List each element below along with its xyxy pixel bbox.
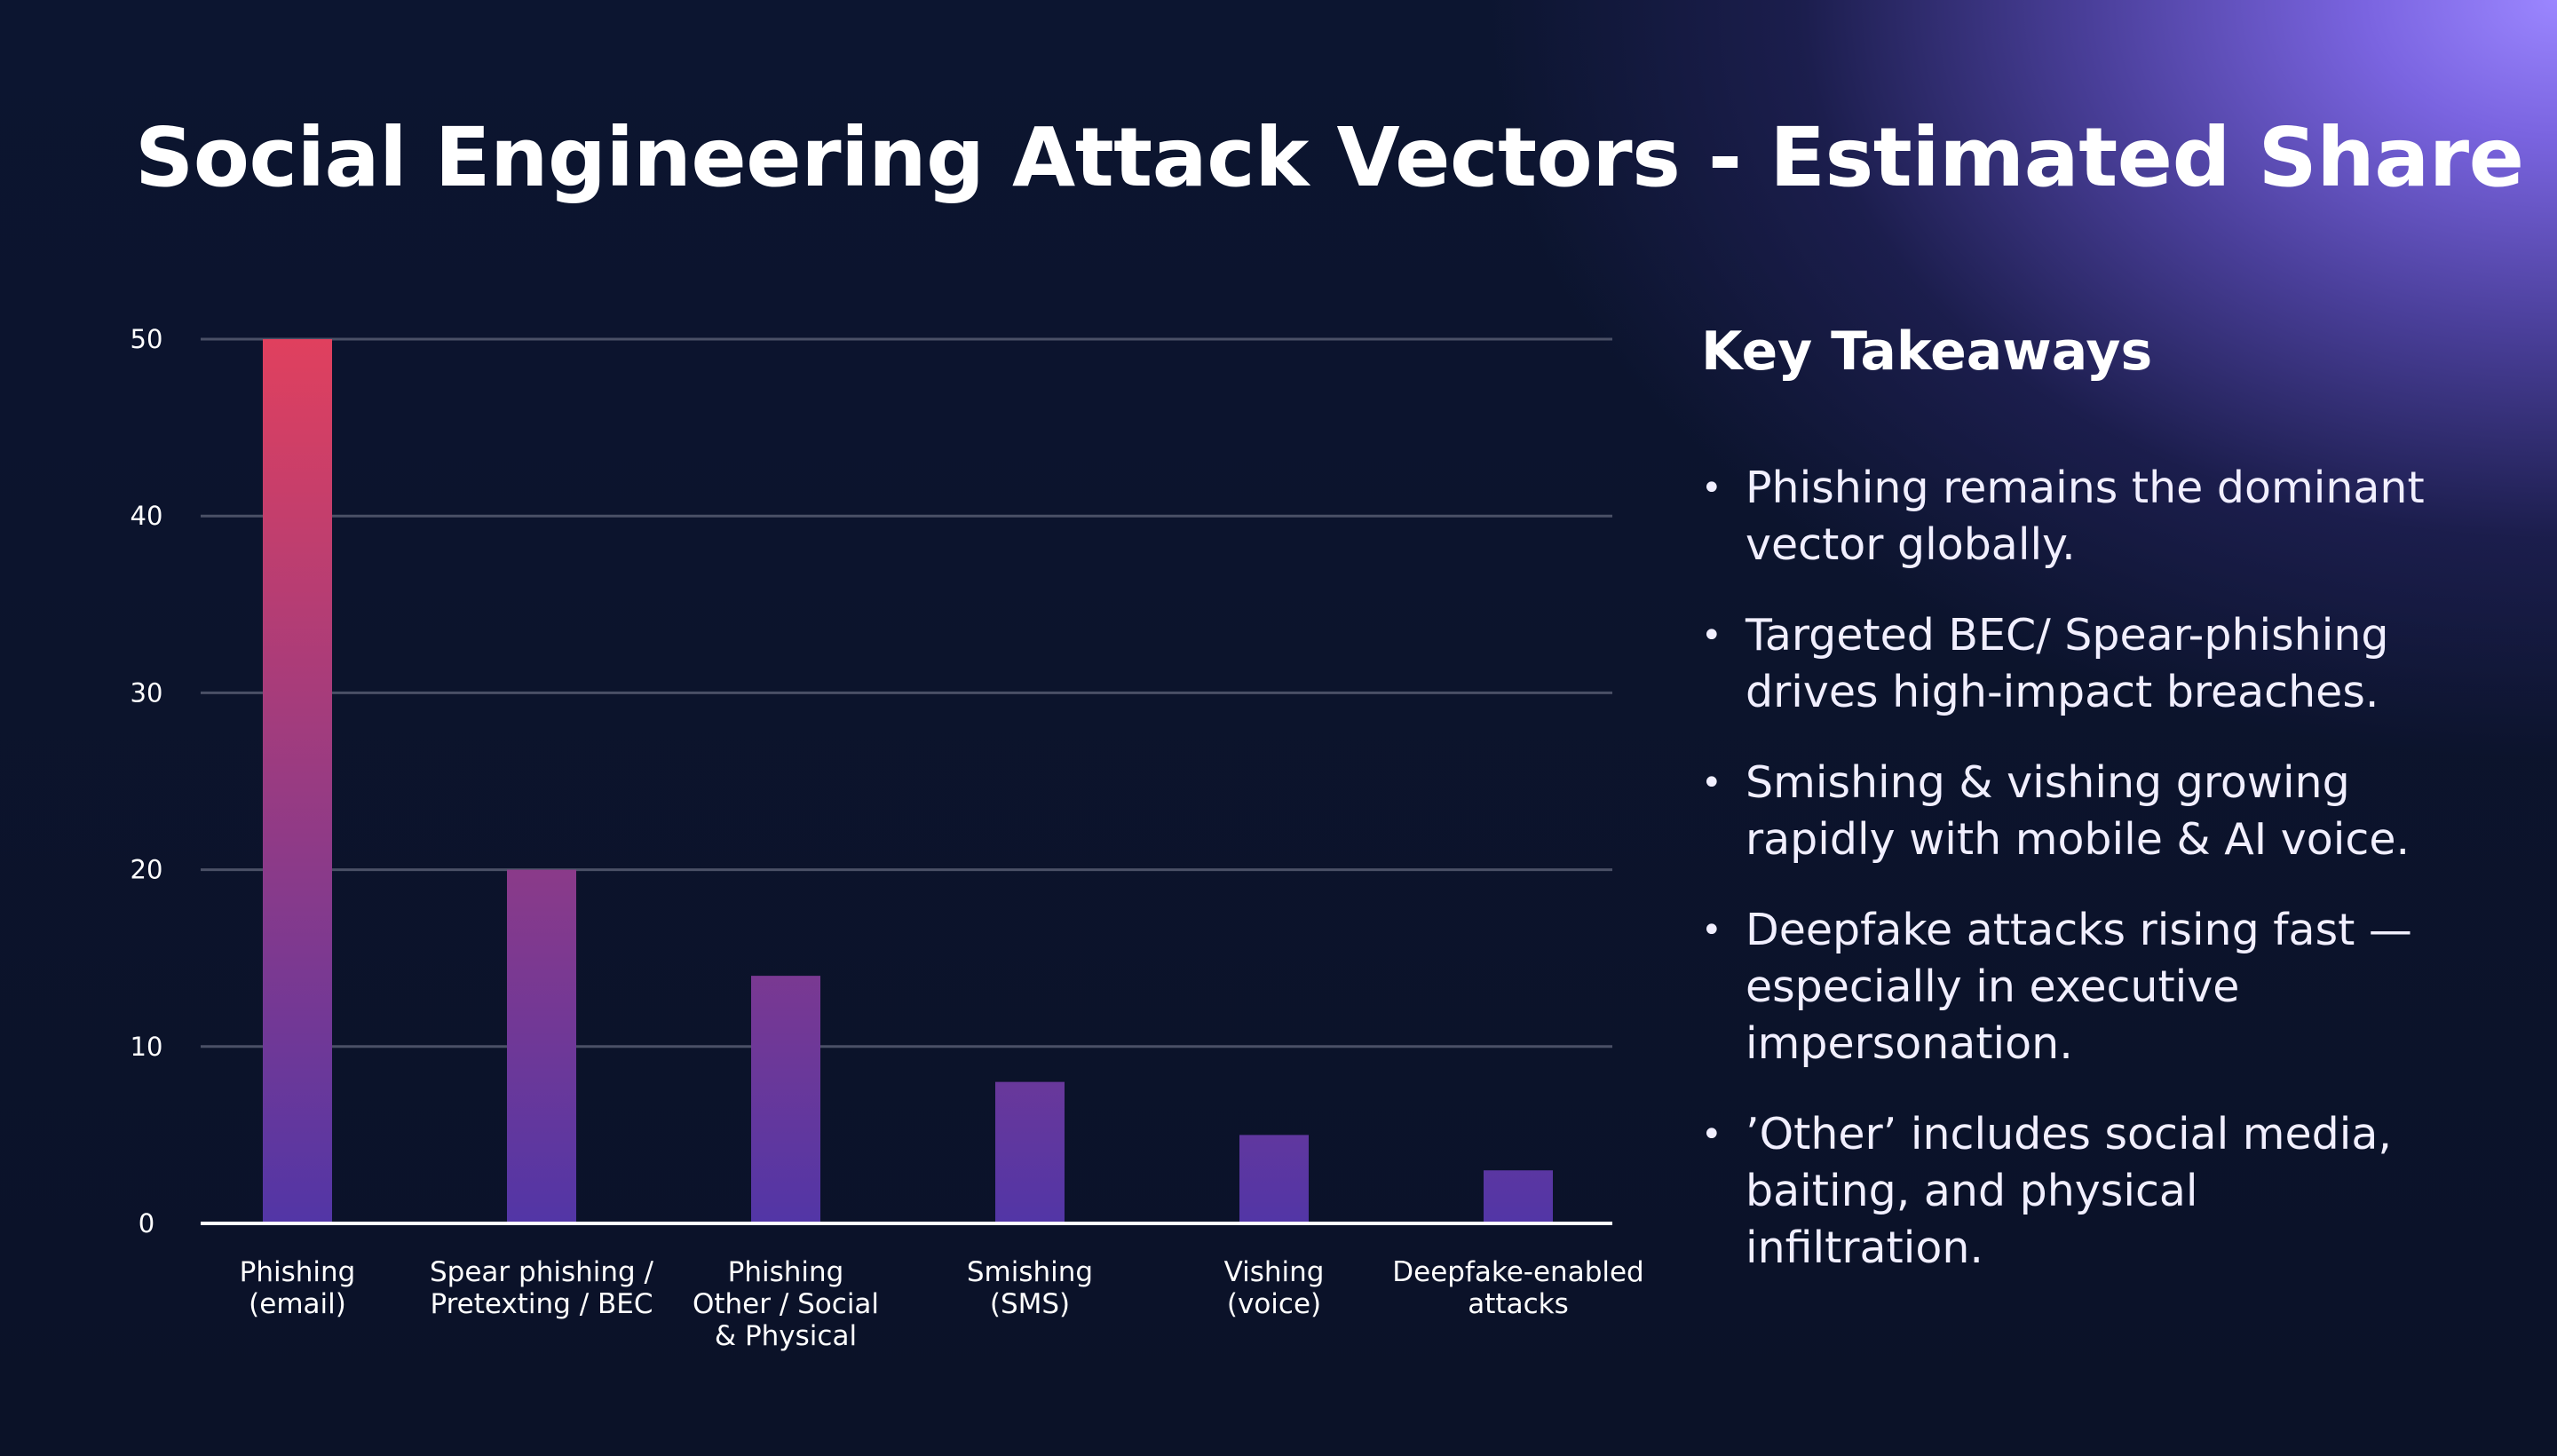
takeaway-item: • Smishing & vishing growing rapidly with… (1701, 755, 2447, 868)
takeaway-item: • Targeted BEC/ Spear-phishing drives hig… (1701, 607, 2447, 721)
x-tick-label: Deepfake-enabled attacks (1392, 1256, 1643, 1320)
x-tick-label-line: Pretexting / BEC (430, 1288, 653, 1320)
bar (263, 339, 332, 1223)
x-tick-label: Phishing Other / Social & Physical (693, 1256, 879, 1352)
bullet-icon: • (1701, 763, 1722, 803)
takeaway-item: • ’Other’ includes social media, baiting,… (1701, 1106, 2447, 1277)
bar (1239, 1135, 1309, 1223)
x-tick-label-line: Phishing (728, 1256, 844, 1288)
takeaway-item: • Phishing remains the dominant vector gl… (1701, 460, 2447, 574)
x-tick-label-line: Vishing (1224, 1256, 1325, 1288)
takeaway-text: Phishing remains the dominant vector glo… (1746, 463, 2425, 570)
x-tick-label-line: Spear phishing / (430, 1256, 654, 1288)
x-tick-label-line: (email) (249, 1288, 346, 1320)
bar (995, 1081, 1065, 1223)
x-axis-labels: Phishing (email)Spear phishing / Pretextin… (240, 1256, 1644, 1352)
bullet-icon: • (1701, 468, 1722, 509)
y-tick-label: 50 (131, 324, 163, 354)
bullet-icon: • (1701, 1114, 1722, 1155)
y-tick-label: 30 (131, 677, 163, 708)
y-tick-label: 20 (131, 855, 163, 885)
bars (263, 339, 1553, 1223)
bar (751, 976, 820, 1223)
takeaway-text: Deepfake attacks rising fast — especiall… (1746, 905, 2412, 1069)
y-tick-label: 40 (131, 501, 163, 531)
takeaways-list: • Phishing remains the dominant vector gl… (1701, 460, 2447, 1277)
takeaway-text: Smishing & vishing growing rapidly with … (1746, 757, 2411, 865)
bullet-icon: • (1701, 910, 1722, 951)
x-tick-label: Phishing (email) (240, 1256, 356, 1320)
bullet-icon: • (1701, 615, 1722, 656)
x-tick-label-line: attacks (1468, 1288, 1568, 1320)
takeaways-heading: Key Takeaways (1701, 320, 2153, 383)
bar (1484, 1170, 1553, 1223)
takeaway-text: Targeted BEC/ Spear-phishing drives high… (1746, 610, 2389, 717)
page-title: Social Engineering Attack Vectors - Esti… (135, 110, 2524, 205)
x-tick-label-line: & Physical (715, 1320, 857, 1352)
takeaway-item: • Deepfake attacks rising fast — especial… (1701, 902, 2447, 1072)
x-tick-label-line: Deepfake-enabled (1392, 1256, 1643, 1288)
x-tick-label: Smishing (SMS) (967, 1256, 1093, 1320)
x-tick-label-line: (SMS) (990, 1288, 1070, 1320)
y-tick-label: 0 (139, 1208, 154, 1238)
y-tick-label: 10 (131, 1032, 163, 1062)
x-tick-label: Spear phishing / Pretexting / BEC (430, 1256, 654, 1320)
bar (507, 869, 576, 1223)
grid-lines (201, 337, 1612, 1048)
y-axis-ticks: 0 10 20 30 40 50 (131, 324, 163, 1238)
takeaway-text: ’Other’ includes social media, baiting, … (1746, 1109, 2392, 1273)
x-tick-label-line: Phishing (240, 1256, 356, 1288)
x-tick-label: Vishing (voice) (1224, 1256, 1325, 1320)
key-takeaways-panel: Key Takeaways • Phishing remains the domi… (1701, 316, 2447, 1310)
x-tick-label-line: Smishing (967, 1256, 1093, 1288)
x-tick-label-line: Other / Social (693, 1288, 879, 1320)
x-tick-label-line: (voice) (1227, 1288, 1321, 1320)
